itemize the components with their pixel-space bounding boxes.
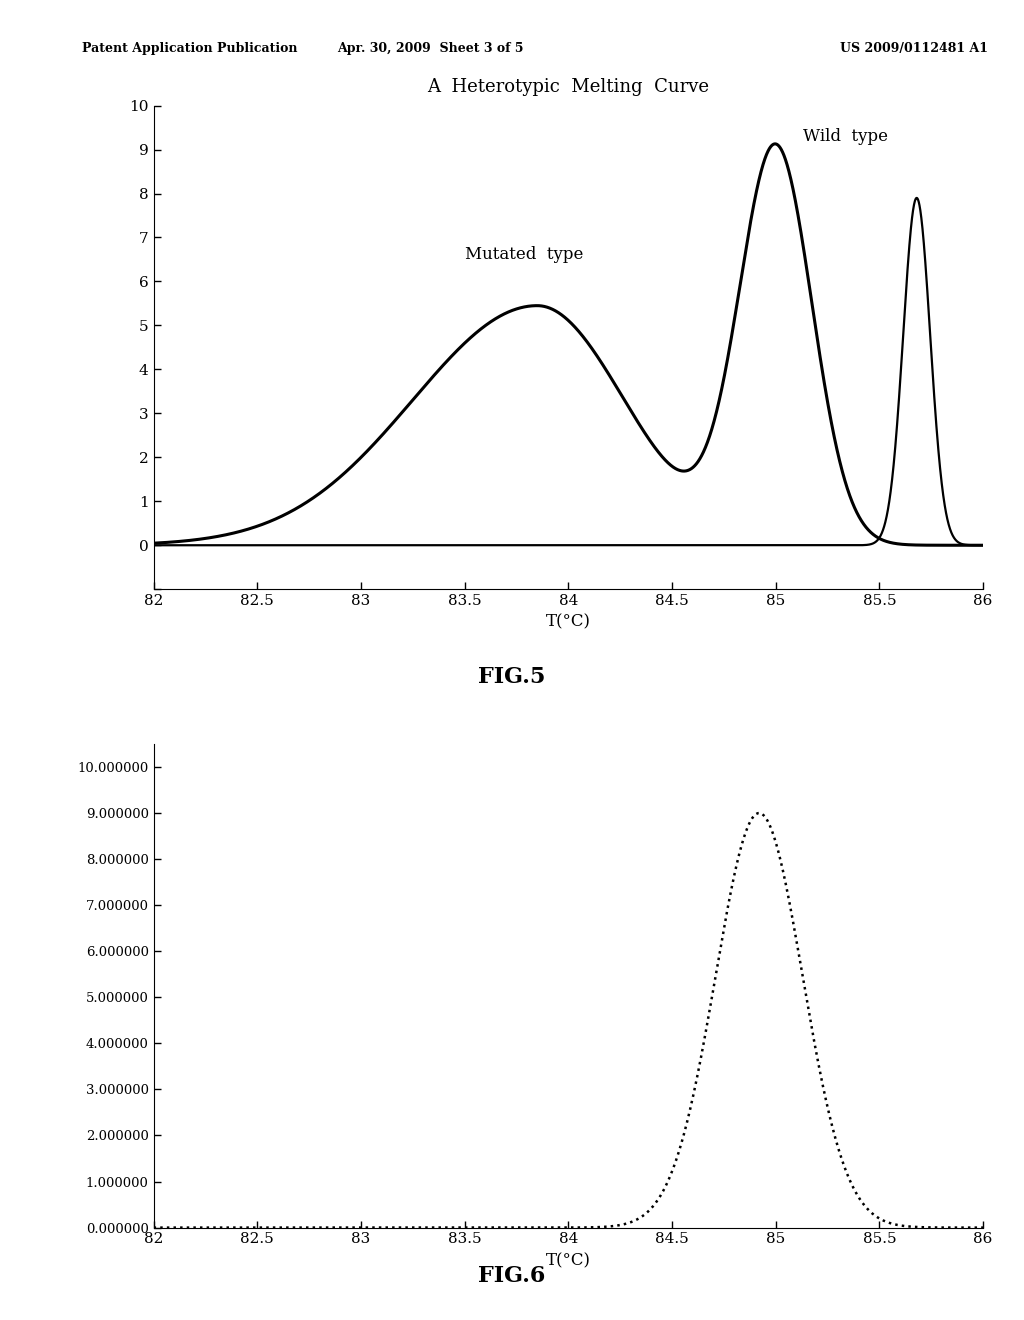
Text: Wild  type: Wild type (803, 128, 888, 145)
Text: FIG.5: FIG.5 (478, 667, 546, 688)
Text: Patent Application Publication: Patent Application Publication (82, 42, 297, 55)
Title: A  Heterotypic  Melting  Curve: A Heterotypic Melting Curve (427, 78, 710, 96)
X-axis label: T(°C): T(°C) (546, 1251, 591, 1269)
Text: FIG.6: FIG.6 (478, 1265, 546, 1287)
X-axis label: T(°C): T(°C) (546, 614, 591, 631)
Text: Apr. 30, 2009  Sheet 3 of 5: Apr. 30, 2009 Sheet 3 of 5 (337, 42, 523, 55)
Text: Mutated  type: Mutated type (465, 247, 583, 264)
Text: US 2009/0112481 A1: US 2009/0112481 A1 (840, 42, 988, 55)
